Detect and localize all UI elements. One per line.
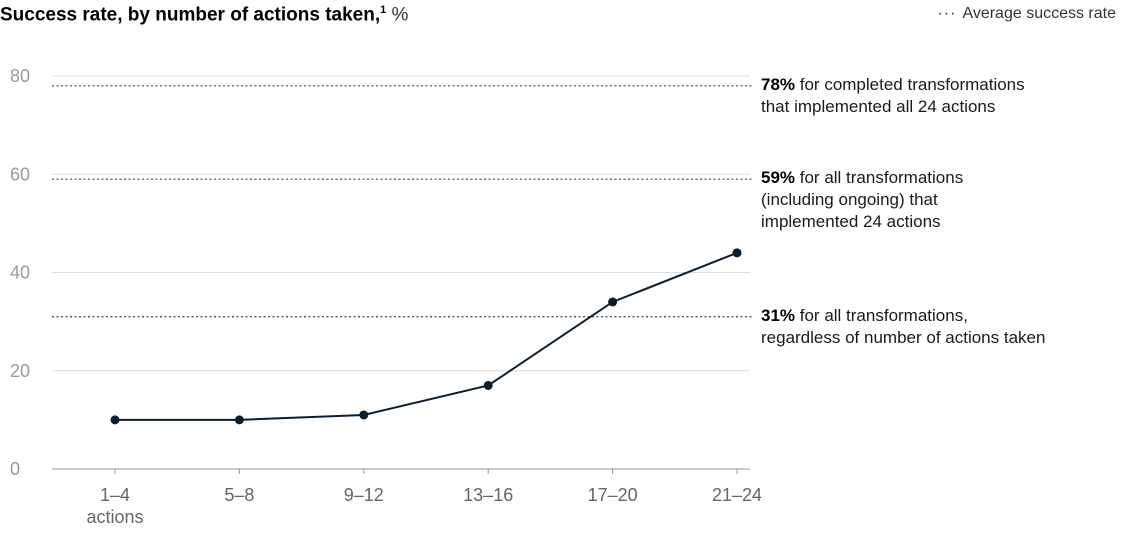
data-point <box>234 415 244 425</box>
x-tick-label: 13–16 <box>463 485 513 505</box>
average-description-line: that implemented all 24 actions <box>761 96 996 116</box>
y-tick-label: 20 <box>10 361 30 381</box>
x-tick-label: actions <box>86 507 143 527</box>
data-point <box>359 410 369 420</box>
data-point <box>110 415 120 425</box>
title-unit: % <box>391 4 409 26</box>
x-tick-label: 1–4 <box>100 485 130 505</box>
y-tick-label: 0 <box>10 459 20 479</box>
average-description-line: implemented 24 actions <box>761 212 941 232</box>
legend: ··· Average success rate <box>937 5 1116 23</box>
x-tick-label: 5–8 <box>224 485 254 505</box>
chart-title-text: Success rate, by number of actions taken… <box>0 4 381 26</box>
data-point <box>732 248 742 258</box>
y-tick-label: 60 <box>10 164 30 184</box>
series-line <box>115 251 738 421</box>
average-value: 78% <box>761 74 796 94</box>
average-description-line: (including ongoing) that <box>761 190 938 210</box>
average-description: for all transformations <box>795 168 964 188</box>
average-line-label: 59% for all transformations (including on… <box>761 167 1121 233</box>
y-tick-label: 40 <box>10 263 30 283</box>
average-value: 31% <box>761 305 796 325</box>
y-tick-label: 80 <box>10 66 30 86</box>
chart-title: Success rate, by number of actions taken… <box>0 4 408 26</box>
average-value: 59% <box>761 168 796 188</box>
average-description: for completed transformations <box>795 74 1025 94</box>
x-tick-label: 9–12 <box>344 485 384 505</box>
average-line-label: 78% for completed transformations that im… <box>761 74 1121 118</box>
data-point <box>483 380 493 390</box>
x-tick-label: 17–20 <box>588 485 638 505</box>
average-line-label: 31% for all transformations, regardless o… <box>761 305 1121 349</box>
title-footnote: 1 <box>380 4 387 16</box>
legend-dash-icon: ··· <box>937 5 957 22</box>
average-description: for all transformations, <box>795 305 968 325</box>
x-tick-label: 21–24 <box>712 485 762 505</box>
legend-label: Average success rate <box>962 5 1116 22</box>
data-point <box>608 297 618 307</box>
average-description-line: regardless of number of actions taken <box>761 327 1046 347</box>
